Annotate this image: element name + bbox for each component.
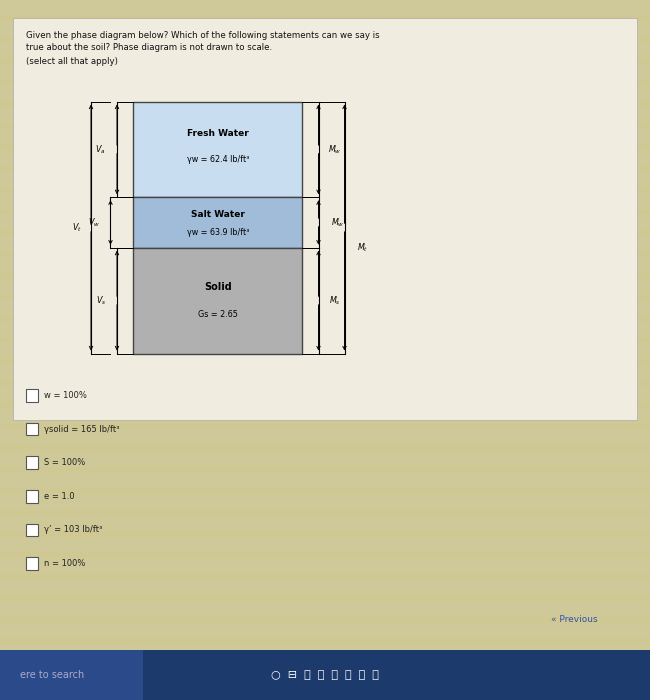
Bar xyxy=(0,650,650,700)
Text: $M_w$: $M_w$ xyxy=(328,143,341,155)
Bar xyxy=(26,524,38,536)
Text: n = 100%: n = 100% xyxy=(44,559,86,568)
Text: Gs = 2.65: Gs = 2.65 xyxy=(198,310,238,319)
Bar xyxy=(26,423,38,435)
Text: $M_t$: $M_t$ xyxy=(357,241,369,253)
Text: (select all that apply): (select all that apply) xyxy=(26,57,118,66)
Text: ○  ⊟  🌐  📁  🔒  🎵  🛡  🔍: ○ ⊟ 🌐 📁 🔒 🎵 🛡 🔍 xyxy=(271,670,379,680)
Text: γsolid = 165 lb/ft³: γsolid = 165 lb/ft³ xyxy=(44,425,120,433)
Text: e = 1.0: e = 1.0 xyxy=(44,492,75,500)
Text: $V_a$: $V_a$ xyxy=(96,143,106,155)
Text: Solid: Solid xyxy=(204,281,231,292)
Bar xyxy=(0,650,143,700)
Bar xyxy=(26,557,38,570)
Bar xyxy=(133,248,302,354)
Bar xyxy=(133,102,302,197)
Text: « Previous: « Previous xyxy=(551,615,598,624)
Text: $V_t$: $V_t$ xyxy=(72,221,82,234)
Text: γw = 63.9 lb/ft³: γw = 63.9 lb/ft³ xyxy=(187,228,249,237)
Text: w = 100%: w = 100% xyxy=(44,391,87,400)
Bar xyxy=(26,456,38,469)
Text: Fresh Water: Fresh Water xyxy=(187,130,248,139)
Text: ere to search: ere to search xyxy=(20,670,84,680)
Text: $V_s$: $V_s$ xyxy=(96,294,106,307)
Text: Given the phase diagram below? Which of the following statements can we say is: Given the phase diagram below? Which of … xyxy=(26,32,380,41)
Text: $V_w$: $V_w$ xyxy=(88,216,100,229)
Text: true about the soil? Phase diagram is not drawn to scale.: true about the soil? Phase diagram is no… xyxy=(26,43,272,52)
Text: γ’ = 103 lb/ft³: γ’ = 103 lb/ft³ xyxy=(44,526,103,534)
Text: S = 100%: S = 100% xyxy=(44,458,85,467)
Bar xyxy=(26,389,38,402)
Bar xyxy=(133,197,302,248)
Text: Salt Water: Salt Water xyxy=(191,209,244,218)
Bar xyxy=(26,490,38,503)
Text: γw = 62.4 lb/ft³: γw = 62.4 lb/ft³ xyxy=(187,155,249,164)
Bar xyxy=(13,18,637,420)
Text: $M_{w}$: $M_{w}$ xyxy=(332,216,344,229)
Text: $M_s$: $M_s$ xyxy=(329,294,341,307)
